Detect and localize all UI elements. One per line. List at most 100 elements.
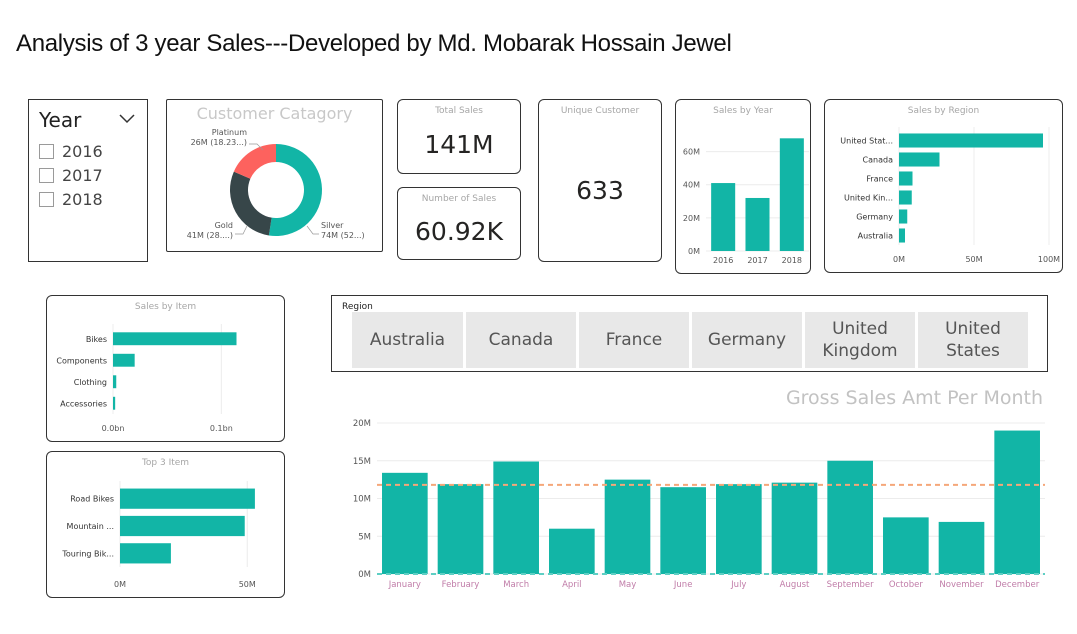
donut-slice-gold [230,171,272,236]
page-title: Analysis of 3 year Sales---Developed by … [16,30,732,57]
donut-leader-line [249,143,264,151]
sales-by-region-title: Sales by Region [907,106,980,116]
y-tick-label: Mountain ... [67,522,114,531]
bar [827,460,873,574]
unique-customer-value: 633 [576,176,624,205]
bar [745,197,770,251]
bar [899,152,940,167]
unique-customer-title: Unique Customer [560,106,640,116]
donut-label-value: 26M (18.23...) [191,138,247,147]
top-3-item-chart: 0M 50M Road Bikes Mountain ... Touring Bik..… [61,481,256,589]
number-of-sales-title: Number of Sales [421,194,497,204]
checkbox-2017[interactable] [39,168,54,183]
sales-by-region-chart: 0M 50M 100M United Stat... Canada France Unite… [840,127,1060,264]
donut-label-value: 74M (52...) [321,231,365,240]
bar [899,133,1043,148]
y-tick-label: 40M [683,181,700,190]
x-tick-label: 0.1bn [210,424,233,433]
x-tick-label: March [503,580,529,590]
unique-customer-card: Unique Customer 633 [538,99,662,262]
bar [382,472,428,574]
y-tick-label: Canada [863,156,894,165]
x-tick-label: 0.0bn [102,424,125,433]
bar [493,461,539,574]
sales-by-year-title: Sales by Year [713,106,773,116]
region-button-australia[interactable]: Australia [352,312,463,368]
x-tick-label: 50M [239,580,256,589]
bar [899,228,905,243]
bar [994,430,1040,574]
total-sales-title: Total Sales [435,106,483,116]
x-tick-label: July [730,580,746,590]
y-tick-label: 0M [688,247,700,256]
x-tick-label: February [442,580,480,590]
y-tick-label: France [866,175,893,184]
sales-by-region-card: Sales by Region 0M 50M 100M United Stat... C… [824,99,1063,273]
x-tick-label: 0M [893,255,905,264]
x-tick-label: January [388,580,421,590]
donut-leader-line [306,225,319,235]
number-of-sales-card: Number of Sales 60.92K [397,187,521,260]
bar [604,479,651,574]
bar [771,482,818,574]
region-slicer: Region Australia Canada France Germany U… [331,295,1048,372]
region-button-canada[interactable]: Canada [466,312,576,368]
y-tick-label: 0M [358,570,371,580]
x-tick-label: 2016 [713,256,733,265]
bar [660,487,706,574]
checkbox-2018[interactable] [39,192,54,207]
number-of-sales-value: 60.92K [415,217,503,246]
bar [711,183,736,251]
y-tick-label: Road Bikes [70,495,114,504]
bar [113,353,135,367]
donut-slice-platinum [233,144,276,179]
donut-label-name: Gold [215,221,233,230]
bar [716,484,762,574]
year-option-2018[interactable]: 2018 [39,190,103,209]
y-tick-label: Clothing [74,378,107,387]
x-tick-label: May [619,580,637,590]
chevron-down-icon[interactable] [119,114,135,124]
year-option-2016[interactable]: 2016 [39,142,103,161]
checkbox-2016[interactable] [39,144,54,159]
y-tick-label: 15M [353,457,371,467]
x-tick-label: 100M [1038,255,1060,264]
y-tick-label: United Stat... [840,137,893,146]
top-3-item-card: Top 3 Item 0M 50M Road Bikes Mountain ... To… [46,451,285,598]
region-button-france[interactable]: France [579,312,689,368]
x-tick-label: November [939,580,984,590]
customer-category-title: Customer Catagory [196,104,353,123]
bar [120,515,245,537]
bar [113,396,116,410]
bar [120,488,255,509]
total-sales-value: 141M [424,130,494,159]
donut-label-value: 41M (28....) [187,231,233,240]
region-button-united-states[interactable]: United States [918,312,1028,368]
bar [113,375,117,389]
sales-by-year-chart: 0M 20M 40M 60M 2016 2017 2018 [683,138,809,265]
x-tick-label: 50M [965,255,982,264]
x-tick-label: 2018 [782,256,802,265]
bar [899,209,908,224]
top-3-item-title: Top 3 Item [141,458,190,468]
y-tick-label: 20M [683,214,700,223]
region-button-germany[interactable]: Germany [692,312,802,368]
region-button-united-kingdom[interactable]: United Kingdom [805,312,915,368]
year-option-label: 2016 [62,142,103,161]
x-tick-label: August [780,580,810,590]
x-tick-label: October [889,580,924,590]
year-slicer-title: Year [39,108,82,132]
donut-label-name: Platinum [212,128,247,137]
year-option-2017[interactable]: 2017 [39,166,103,185]
bar [899,190,912,205]
sales-by-year-card: Sales by Year 0M 20M 40M 60M 2016 2017 2018 [675,99,811,274]
y-tick-label: United Kin... [844,194,893,203]
bar [120,543,171,564]
year-slicer: Year 2016 2017 2018 [28,99,148,262]
y-tick-label: 60M [683,148,700,157]
donut-slice-silver [268,144,322,236]
y-tick-label: Accessories [60,399,107,408]
bar [899,171,913,186]
y-tick-label: 20M [353,419,371,429]
